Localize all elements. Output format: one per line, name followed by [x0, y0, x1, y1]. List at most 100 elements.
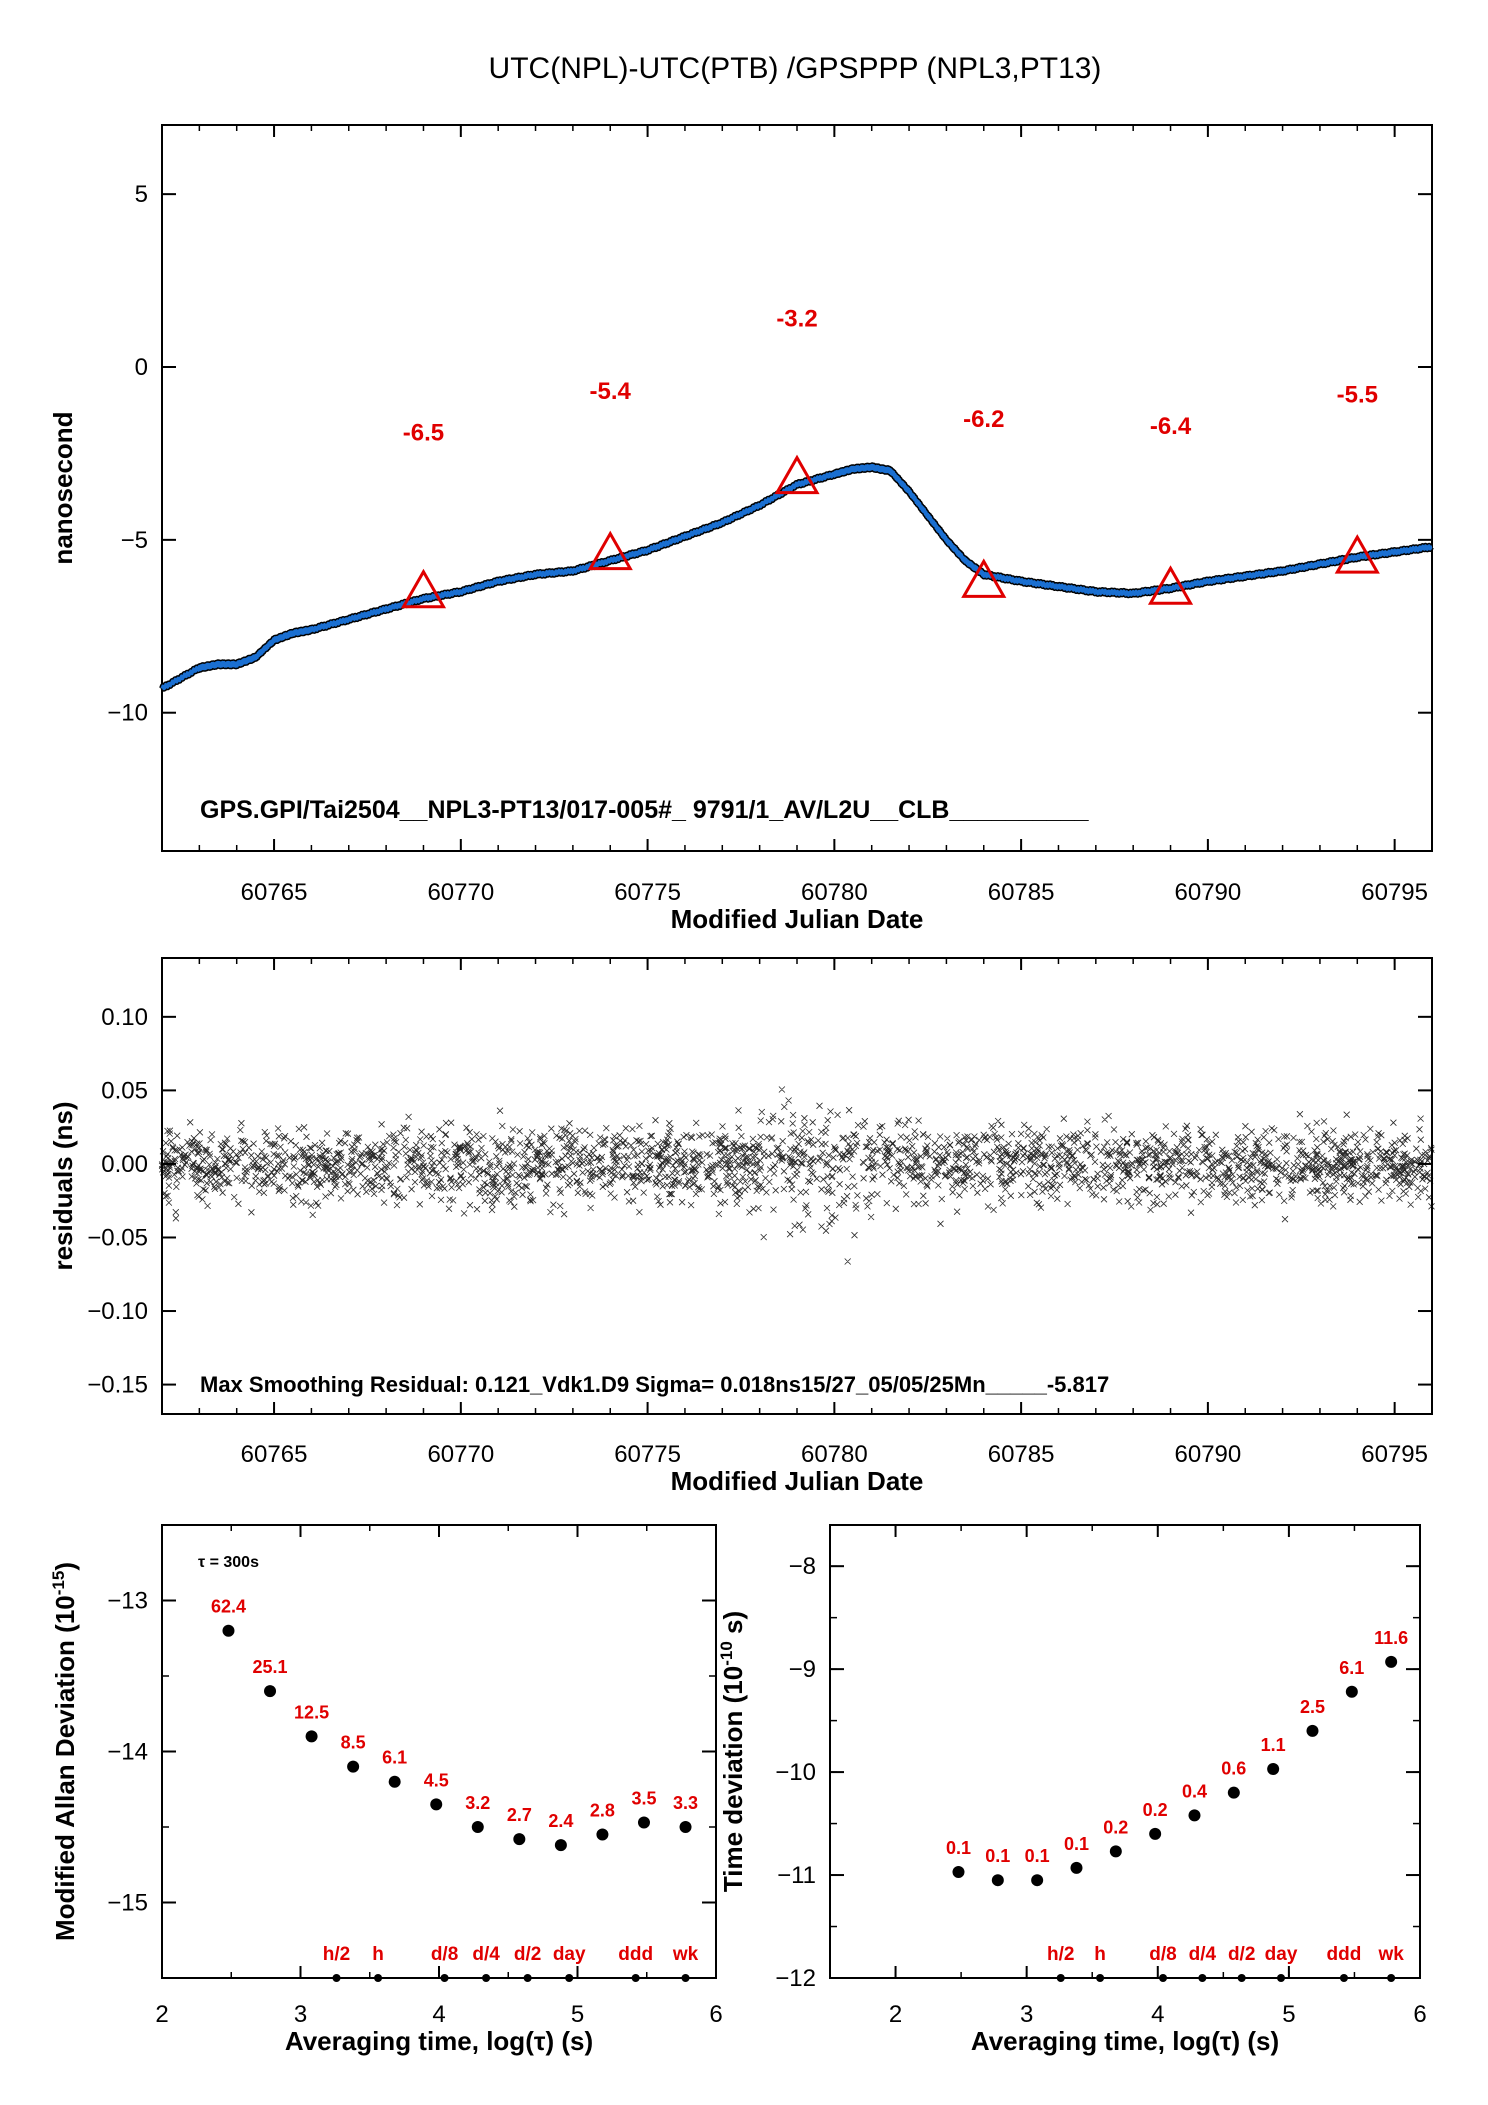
- time-mark: [523, 1974, 532, 1982]
- time-mark: [1387, 1974, 1396, 1982]
- y-tick-label: −9: [789, 1656, 816, 1683]
- y-axis-label-exponent: -15: [49, 1571, 68, 1596]
- data-point: [264, 1685, 277, 1698]
- point-value-label: 2.7: [507, 1805, 532, 1825]
- y-tick-label: −14: [107, 1739, 148, 1766]
- time-mark: [440, 1974, 449, 1982]
- triangle-marker: [774, 454, 820, 495]
- x-tick-label: 5: [571, 2001, 584, 2028]
- data-point: [1267, 1763, 1280, 1776]
- time-mark-label: d/2: [514, 1944, 541, 1965]
- data-point: [388, 1775, 401, 1788]
- marker-value-label: -3.2: [776, 306, 817, 333]
- y-axis-label-exponent: -10: [717, 1641, 736, 1666]
- x-tick-label: 60795: [1361, 879, 1428, 906]
- point-value-label: 0.1: [1064, 1834, 1089, 1854]
- point-value-label: 2.8: [590, 1801, 615, 1821]
- point-value-label: 6.1: [382, 1748, 407, 1768]
- marker-value-label: -5.5: [1337, 382, 1378, 409]
- x-tick-label: 6: [1413, 2001, 1426, 2028]
- time-mark: [1198, 1974, 1207, 1982]
- y-tick-label: −10: [775, 1759, 816, 1786]
- time-mark: [482, 1974, 491, 1982]
- point-value-label: 4.5: [424, 1770, 449, 1790]
- data-point: [1109, 1845, 1122, 1858]
- x-tick-label: 3: [294, 2001, 307, 2028]
- triangle-marker: [587, 530, 633, 571]
- y-tick-label: −12: [775, 1965, 816, 1992]
- y-axis-label: Time deviation (10-10 s): [717, 1611, 748, 1892]
- data-point: [1149, 1827, 1162, 1840]
- point-value-label: 2.5: [1300, 1697, 1325, 1717]
- x-tick-label: 60770: [427, 1441, 494, 1468]
- time-mark: [1237, 1974, 1246, 1982]
- x-tick-label: 4: [1151, 2001, 1164, 2028]
- time-mark-label: d/2: [1228, 1944, 1255, 1965]
- x-tick-label: 60765: [241, 879, 308, 906]
- time-mark-label: wk: [1377, 1944, 1404, 1965]
- x-tick-label: 4: [432, 2001, 445, 2028]
- triangle-marker: [400, 568, 447, 609]
- time-mark-label: h: [372, 1944, 384, 1965]
- point-value-label: 0.1: [946, 1838, 971, 1858]
- y-axis-label-end: ): [50, 1562, 80, 1571]
- time-mark-label: d/8: [431, 1944, 458, 1965]
- time-mark-label: wk: [672, 1944, 699, 1965]
- x-tick-label: 60765: [241, 1441, 308, 1468]
- data-point: [679, 1821, 692, 1833]
- x-axis-label: Modified Julian Date: [671, 1466, 924, 1496]
- time-mark: [1277, 1974, 1286, 1982]
- residual-points: [158, 1086, 1435, 1265]
- y-axis-label-main: Modified Allan Deviation (10: [50, 1595, 80, 1941]
- triangle-marker: [1334, 534, 1380, 574]
- time-mark-label: h/2: [323, 1944, 350, 1965]
- time-mark-label: ddd: [618, 1944, 653, 1965]
- y-tick-label: −0.10: [87, 1298, 148, 1325]
- time-mark-label: d/8: [1149, 1944, 1176, 1965]
- time-mark: [1159, 1974, 1168, 1982]
- data-point: [513, 1833, 526, 1846]
- point-value-label: 6.1: [1339, 1658, 1364, 1678]
- time-mark: [565, 1974, 574, 1982]
- data-point: [991, 1874, 1004, 1887]
- x-tick-label: 60785: [988, 1441, 1055, 1468]
- data-point: [222, 1624, 235, 1637]
- data-point: [1031, 1874, 1044, 1887]
- y-axis-label-main: Time deviation (10: [718, 1666, 748, 1892]
- plot-frame: [161, 957, 1433, 1415]
- figure-title: UTC(NPL)-UTC(PTB) /GPSPPP (NPL3,PT13): [489, 52, 1102, 85]
- marker-value-label: -6.2: [963, 406, 1004, 433]
- series-line: [160, 463, 1433, 691]
- time-mark-label: d/4: [472, 1944, 500, 1965]
- y-tick-label: 5: [135, 181, 148, 208]
- marker-value-label: -5.4: [590, 378, 632, 405]
- data-point: [1385, 1655, 1398, 1668]
- point-value-label: 0.2: [1103, 1817, 1128, 1837]
- data-point: [1070, 1861, 1083, 1874]
- point-value-label: 1.1: [1261, 1735, 1286, 1755]
- point-value-label: 0.6: [1221, 1759, 1246, 1779]
- x-axis-label: Averaging time, log(τ) (s): [285, 2026, 593, 2056]
- offset-plot: 60765 60770 60775 60780 60785 60790 60795 5 0 −5 −…: [48, 124, 1435, 934]
- plot-frame: [161, 1524, 717, 1979]
- y-tick-label: −13: [107, 1588, 148, 1615]
- y-tick-label: −8: [789, 1553, 816, 1580]
- point-value-label: 11.6: [1374, 1628, 1408, 1648]
- time-deviation-plot: 2 3 4 5 6 −8 −9 −10 −11 −12 0.1 0.1 0.1 0.1 0.2 0.2 0.4 0…: [717, 1524, 1427, 2056]
- y-tick-label: −5: [121, 527, 148, 554]
- y-tick-label: −0.15: [87, 1372, 148, 1399]
- y-axis-label: nanosecond: [48, 411, 78, 564]
- plot-frame: [829, 1524, 1421, 1979]
- point-value-label: 12.5: [294, 1702, 329, 1722]
- x-tick-label: 60770: [427, 879, 494, 906]
- triangle-marker: [961, 558, 1007, 598]
- data-point: [305, 1730, 318, 1743]
- point-value-label: 0.4: [1182, 1781, 1207, 1801]
- x-tick-label: 60780: [801, 879, 868, 906]
- time-mark-label: ddd: [1327, 1944, 1362, 1965]
- point-value-label: 62.4: [211, 1597, 246, 1617]
- data-point: [471, 1821, 484, 1833]
- time-mark: [631, 1974, 640, 1982]
- data-point: [1188, 1809, 1201, 1822]
